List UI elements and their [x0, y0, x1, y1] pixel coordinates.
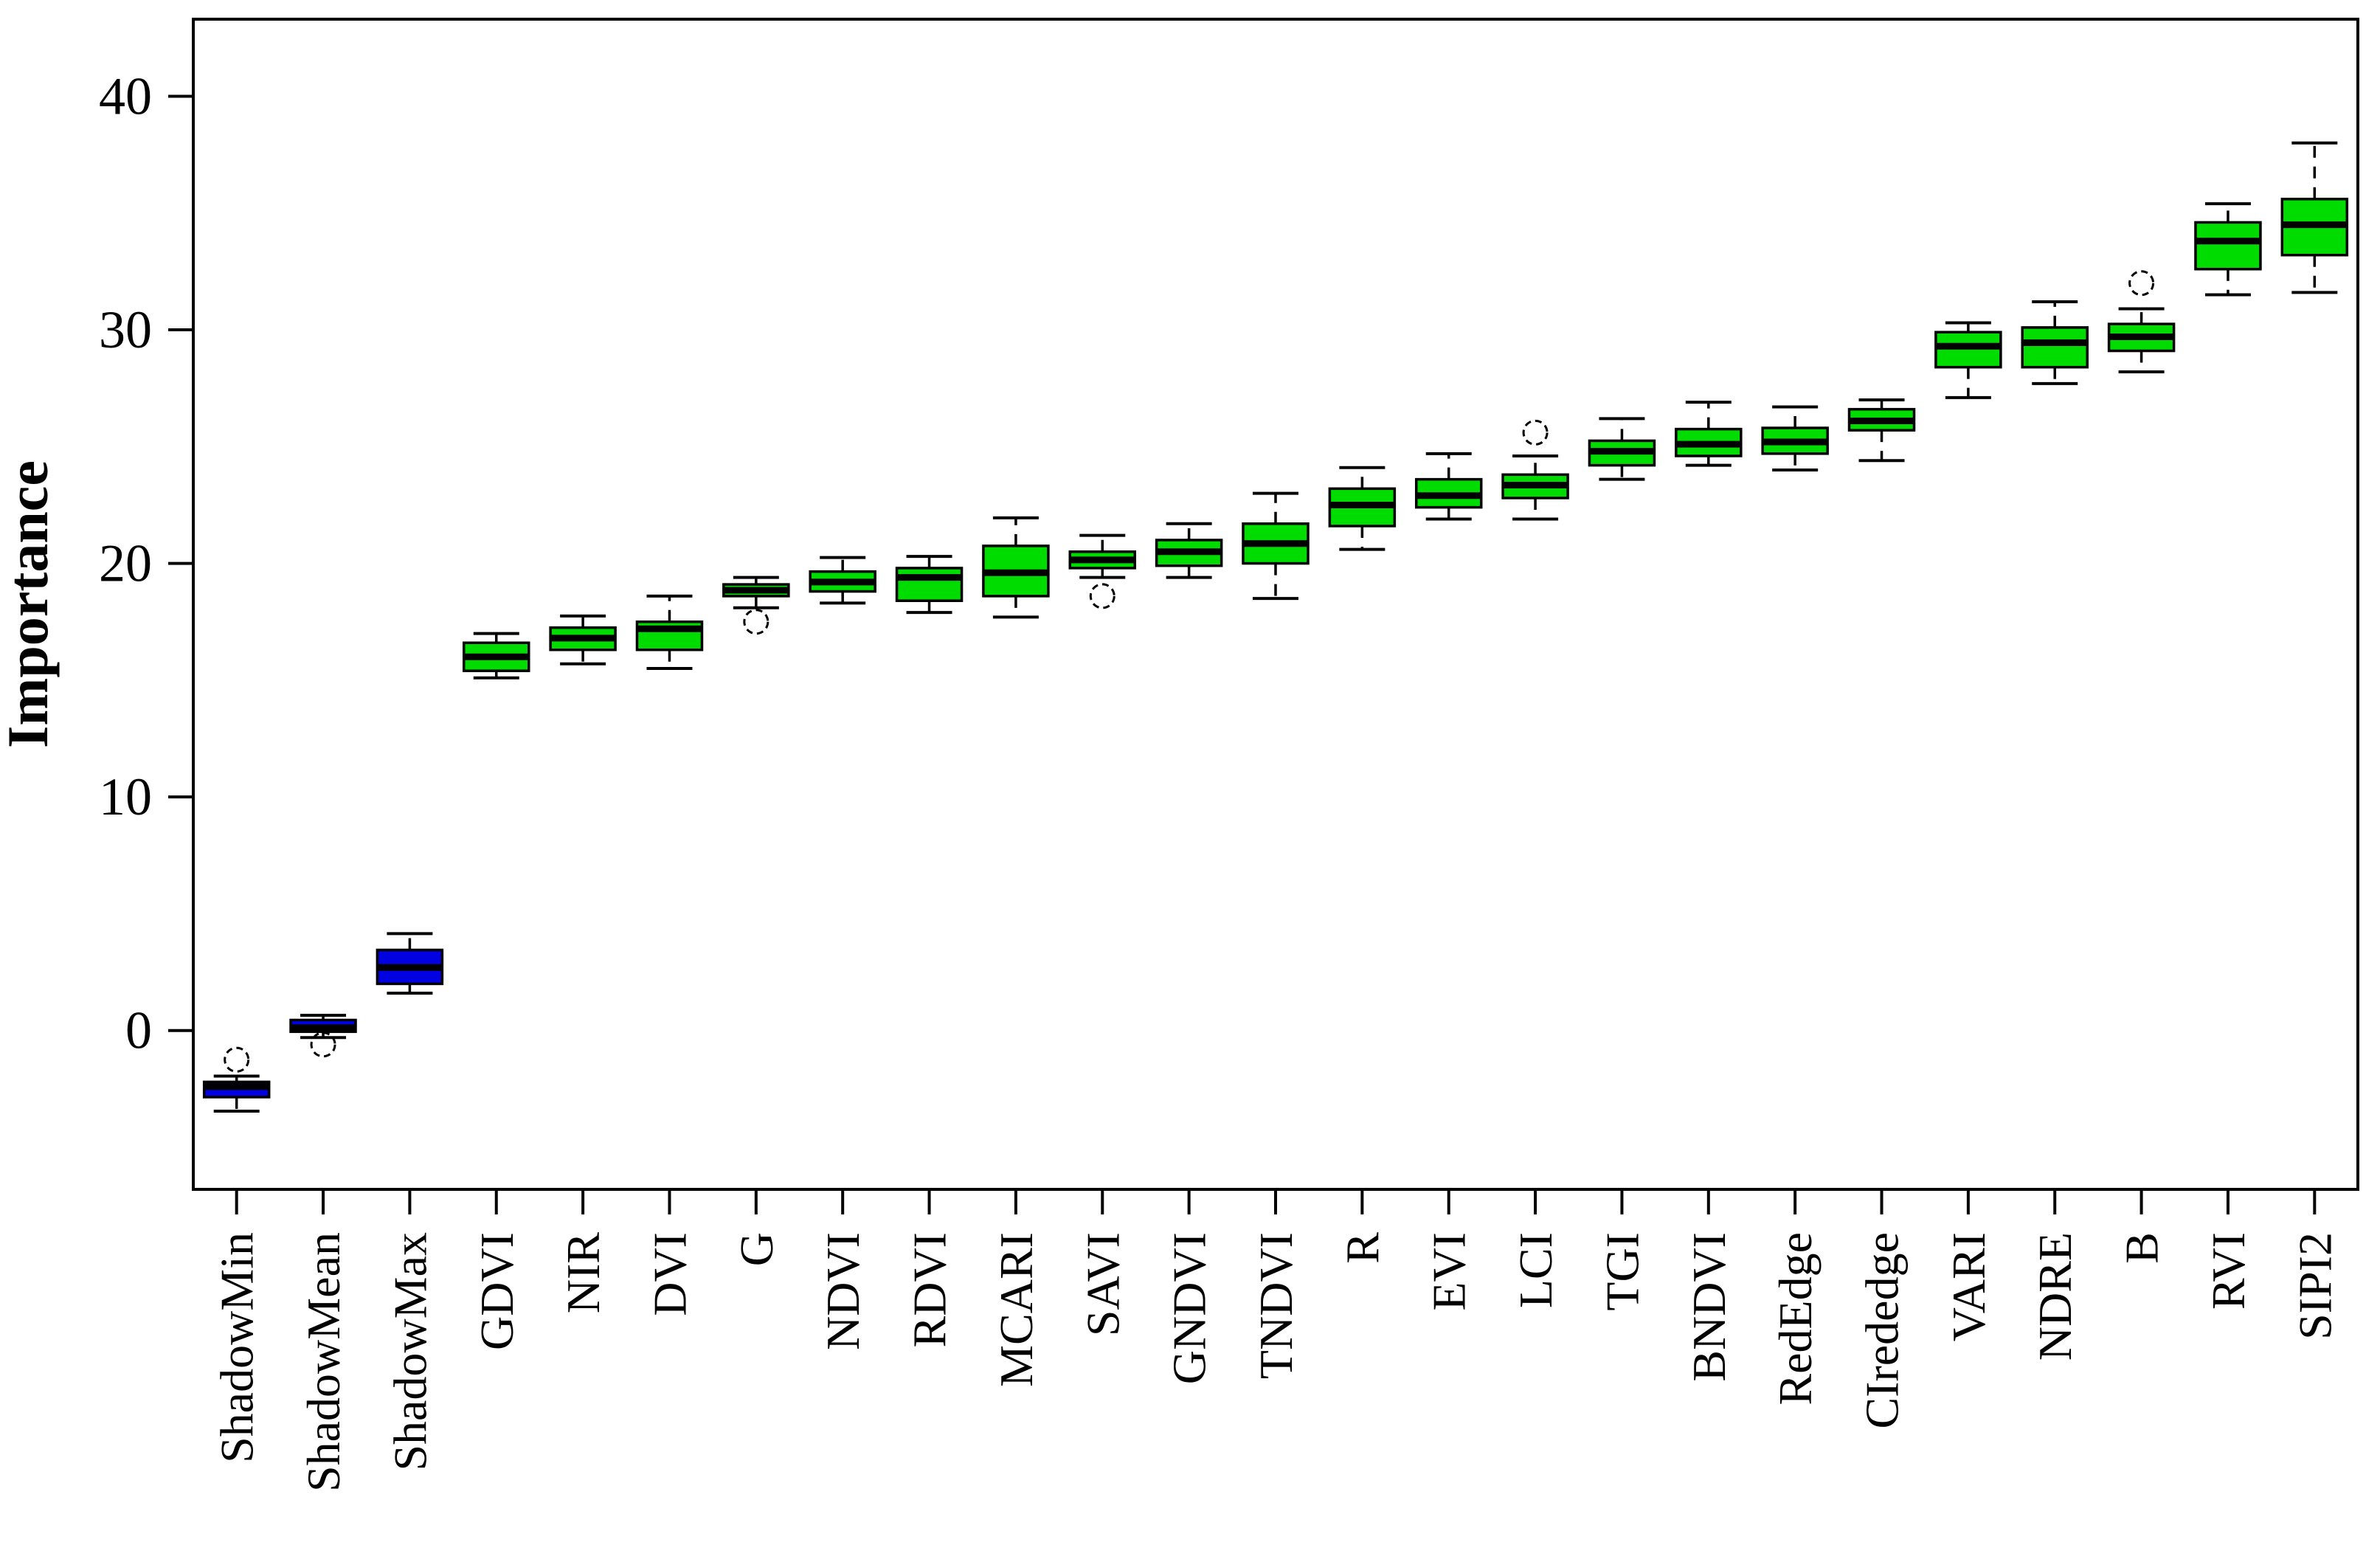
plot-border — [192, 18, 2359, 1191]
boxplot-box-NDRE — [2021, 326, 2089, 369]
x-category-label: DVI — [643, 1232, 696, 1316]
x-category-label: VARI — [1943, 1232, 1995, 1341]
outlier-point-G — [743, 609, 769, 635]
x-category-label: MCARI — [990, 1232, 1042, 1387]
x-category-label: ShadowMean — [297, 1232, 350, 1492]
x-category-label: SIPI2 — [2289, 1232, 2341, 1340]
x-category-label: R — [1336, 1232, 1388, 1264]
x-category-label: TNDVI — [1250, 1232, 1302, 1379]
y-tick-label: 10 — [99, 767, 152, 826]
x-category-label: B — [2116, 1232, 2168, 1264]
x-category-label: CIrededge — [1856, 1232, 1909, 1429]
y-axis-title: Importance — [0, 460, 60, 748]
x-category-label: LCI — [1509, 1232, 1562, 1308]
x-category-label: BNDVI — [1683, 1232, 1735, 1382]
x-category-label: SAVI — [1076, 1232, 1129, 1336]
outlier-point-B — [2128, 270, 2155, 297]
x-category-label: GNDVI — [1163, 1232, 1216, 1384]
x-category-label: ShadowMax — [384, 1232, 436, 1471]
boxplot-box-RVI — [2194, 221, 2262, 271]
outlier-point-ShadowMean — [310, 1031, 336, 1058]
y-tick-label: 30 — [99, 300, 152, 359]
y-tick-label: 40 — [99, 66, 152, 125]
y-tick-label: 20 — [99, 534, 152, 593]
boxplot-box-RDVI — [895, 567, 964, 603]
outlier-point-ShadowMin — [224, 1046, 250, 1073]
x-category-label: G — [730, 1232, 783, 1266]
x-category-label: NIR — [557, 1232, 609, 1314]
x-category-label: RVI — [2202, 1232, 2255, 1310]
y-tick-label: 0 — [125, 1001, 152, 1060]
x-category-label: NDRE — [2029, 1232, 2081, 1361]
x-category-label: RDVI — [904, 1232, 956, 1347]
x-category-label: EVI — [1423, 1232, 1476, 1311]
x-category-label: TGI — [1596, 1232, 1648, 1311]
outlier-point-SAVI — [1089, 583, 1115, 609]
x-category-label: ShadowMin — [211, 1232, 263, 1463]
x-category-label: RedEdge — [1769, 1232, 1822, 1406]
boxplot-box-VARI — [1934, 331, 2002, 369]
x-category-label: GDVI — [471, 1232, 523, 1350]
outlier-point-LCI — [1522, 419, 1549, 446]
x-category-label: NDVI — [817, 1232, 869, 1350]
